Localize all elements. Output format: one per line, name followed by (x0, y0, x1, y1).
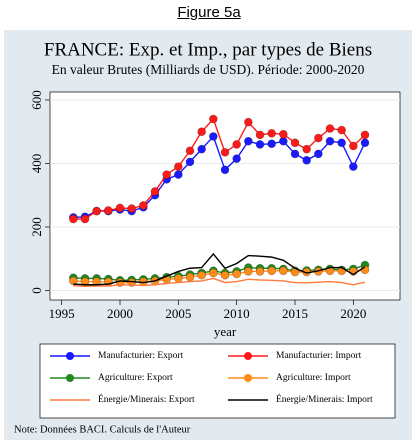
legend-marker (244, 374, 252, 382)
series-line (73, 252, 366, 286)
series-marker (325, 136, 335, 146)
series-marker (232, 154, 241, 163)
series-marker (174, 162, 183, 171)
legend-marker (66, 352, 74, 360)
legend-label: Agriculture: Import (276, 373, 351, 383)
legend-marker (244, 352, 252, 360)
x-tick-label: 2020 (340, 306, 366, 321)
series-marker (197, 127, 206, 136)
series-marker (232, 269, 241, 279)
series-marker (162, 170, 171, 179)
series-marker (337, 138, 346, 148)
chart-subtitle: En valeur Brutes (Milliards de USD). Pér… (52, 62, 365, 77)
series-line (73, 277, 366, 288)
legend-label: Énergie/Minerais: Import (276, 393, 373, 405)
series-marker (209, 132, 218, 141)
series-marker (244, 267, 253, 276)
legend-label: Agriculture: Export (98, 373, 173, 383)
series-marker (337, 125, 346, 135)
y-tick-label: 200 (29, 217, 44, 237)
series-marker (349, 162, 358, 171)
series-marker (197, 144, 206, 154)
series-marker (220, 165, 230, 175)
series-marker (267, 266, 276, 276)
series-marker (290, 149, 300, 159)
series-marker (209, 268, 218, 278)
series-marker (185, 272, 195, 282)
series-marker (314, 149, 323, 159)
series-marker (139, 201, 148, 210)
series-marker (279, 266, 288, 276)
series-marker (255, 140, 265, 149)
x-tick-label: 2010 (224, 306, 250, 321)
series-marker (115, 203, 125, 213)
x-tick-label: 2005 (165, 306, 191, 321)
legend-marker (66, 374, 74, 382)
series-marker (325, 124, 335, 133)
chart: FRANCE: Exp. et Imp., par types de Biens… (4, 30, 412, 440)
series-marker (80, 277, 90, 286)
series-marker (185, 157, 195, 167)
series-marker (279, 129, 288, 139)
y-tick-label: 0 (29, 287, 44, 294)
legend (39, 343, 396, 419)
series-marker (69, 214, 78, 224)
series-marker (220, 148, 230, 157)
series-marker (244, 136, 253, 146)
figure-header: Figure 5a (177, 4, 241, 21)
series-marker (302, 155, 311, 165)
y-tick-label: 600 (29, 90, 44, 110)
series-marker (80, 214, 90, 224)
series-marker (244, 117, 253, 127)
x-tick-label: 1995 (49, 306, 75, 321)
series-marker (174, 170, 183, 179)
series-marker (255, 267, 265, 276)
series-marker (360, 138, 370, 148)
x-axis-label: year (214, 324, 237, 339)
series-marker (197, 270, 206, 280)
legend-label: Énergie/Minerais: Export (98, 393, 195, 405)
series-marker (220, 270, 230, 280)
series-marker (314, 133, 323, 143)
series-marker (267, 128, 276, 138)
y-tick-label: 400 (29, 154, 44, 174)
series-marker (185, 146, 195, 156)
note: Note: Données BACI. Calculs de l'Auteur (14, 424, 191, 435)
legend-label: Manufacturier: Export (98, 350, 184, 361)
series-marker (174, 274, 183, 283)
series-marker (290, 138, 300, 148)
series-marker (232, 140, 241, 149)
series-marker (104, 206, 113, 215)
series-marker (267, 139, 276, 149)
series-marker (360, 130, 370, 140)
series-marker (302, 144, 311, 154)
chart-title: FRANCE: Exp. et Imp., par types de Biens (44, 39, 372, 60)
series-marker (150, 187, 160, 196)
series-marker (209, 114, 218, 124)
series-marker (349, 141, 358, 151)
series-marker (92, 206, 101, 216)
x-tick-label: 2000 (107, 306, 133, 321)
x-tick-label: 2015 (282, 306, 308, 321)
legend-label: Manufacturier: Import (276, 350, 362, 361)
series-marker (255, 130, 265, 140)
series-marker (127, 204, 136, 213)
series-marker (69, 276, 78, 286)
